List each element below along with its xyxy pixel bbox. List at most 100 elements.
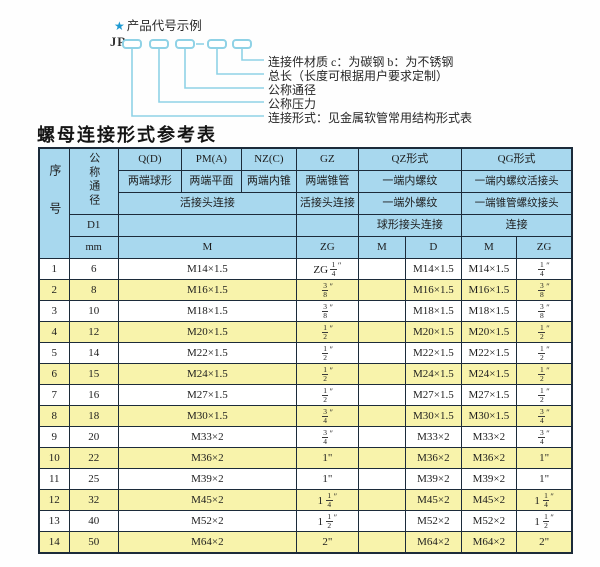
cell-gz-zg: 3 8 ″ [295, 279, 359, 301]
cell-gz-zg: ZG 1 4 ″ [295, 258, 359, 280]
cell-m: M39×2 [117, 468, 297, 490]
diagram-label-pressure: 公称压力 [268, 97, 317, 111]
cell-qg-zg: 3 4 ″ [515, 426, 573, 448]
cell-gz-zg: 2" [295, 531, 359, 554]
cell-m: M18×1.5 [117, 300, 297, 322]
cell-no: 2 [38, 279, 70, 301]
cell-qg-m: M33×2 [460, 426, 517, 448]
cell-qg-zg: 3 4 ″ [515, 405, 573, 427]
table-row: 11 25 M39×2 1" M39×2 M39×2 1" [38, 468, 573, 490]
code-box-5 [232, 39, 252, 49]
header-d1: D1 [68, 214, 119, 237]
diagram-label-material: 连接件材质 c：为碳钢 b：为不锈钢 [268, 55, 454, 69]
header-pm-desc: 两端平面 [180, 170, 242, 193]
cell-qg-m: M36×2 [460, 447, 517, 469]
header-dn: 公称通径 [68, 147, 119, 215]
header-unit: mm [68, 236, 119, 259]
header-qg-desc2: 一端锥管螺纹接头 [460, 192, 573, 215]
cell-qg-zg: 3 8 ″ [515, 279, 573, 301]
cell-qg-zg: 1" [515, 447, 573, 469]
cell-m: M16×1.5 [117, 279, 297, 301]
cell-qz-d: M39×2 [404, 468, 462, 490]
cell-qg-m: M20×1.5 [460, 321, 517, 343]
cell-gz-zg: 1" [295, 447, 359, 469]
cell-qz-m [357, 258, 406, 280]
header-gz: GZ [295, 147, 359, 171]
cell-dn: 50 [68, 531, 119, 554]
cell-no: 9 [38, 426, 70, 448]
cell-qz-d: M20×1.5 [404, 321, 462, 343]
cell-qz-m [357, 300, 406, 322]
nut-connection-table: 序号 公称通径 Q(D) PM(A) NZ(C) GZ QZ形式 QG形式 两端… [38, 147, 574, 554]
cell-gz-zg: 3 8 ″ [295, 300, 359, 322]
cell-qz-m [357, 279, 406, 301]
cell-qg-m: M27×1.5 [460, 384, 517, 406]
cell-no: 14 [38, 531, 70, 554]
cell-qz-m [357, 447, 406, 469]
header-qz-d: D [404, 236, 462, 259]
cell-qz-d: M18×1.5 [404, 300, 462, 322]
diagram-heading: ★ 产品代号示例 [114, 15, 202, 34]
cell-m: M14×1.5 [117, 258, 297, 280]
cell-gz-zg: 1" [295, 468, 359, 490]
table-row: 7 16 M27×1.5 1 2 ″ M27×1.5 M27×1.5 1 2 ″ [38, 384, 573, 406]
code-box-4 [207, 39, 227, 49]
header-qg-m: M [460, 236, 517, 259]
diagram-label-diameter: 公称通径 [268, 83, 317, 97]
table-body: 1 6 M14×1.5 ZG 1 4 ″ M14×1.5 M14×1.5 1 4 ″ 2 8 M16×1.5… [38, 258, 573, 554]
table-row: 2 8 M16×1.5 3 8 ″ M16×1.5 M16×1.5 3 8 ″ [38, 279, 573, 301]
table-row: 14 50 M64×2 2" M64×2 M64×2 2" [38, 531, 573, 554]
cell-no: 10 [38, 447, 70, 469]
cell-dn: 25 [68, 468, 119, 490]
cell-no: 5 [38, 342, 70, 364]
header-empty-left [117, 214, 297, 237]
cell-no: 3 [38, 300, 70, 322]
cell-qz-m [357, 510, 406, 532]
header-qz: QZ形式 [357, 147, 462, 171]
cell-dn: 16 [68, 384, 119, 406]
table-row: 3 10 M18×1.5 3 8 ″ M18×1.5 M18×1.5 3 8 ″ [38, 300, 573, 322]
cell-m: M52×2 [117, 510, 297, 532]
cell-dn: 15 [68, 363, 119, 385]
cell-qg-m: M30×1.5 [460, 405, 517, 427]
cell-gz-zg: 1 2 ″ [295, 384, 359, 406]
header-qz-desc2: 一端外螺纹 [357, 192, 462, 215]
cell-qg-zg: 1 2 ″ [515, 363, 573, 385]
cell-qz-m [357, 321, 406, 343]
cell-dn: 22 [68, 447, 119, 469]
connector-lines [131, 43, 264, 117]
cell-qz-m [357, 531, 406, 554]
cell-no: 4 [38, 321, 70, 343]
code-boxes [122, 39, 252, 49]
cell-no: 12 [38, 489, 70, 511]
cell-qz-m [357, 426, 406, 448]
table-header: 序号 公称通径 Q(D) PM(A) NZ(C) GZ QZ形式 QG形式 两端… [38, 147, 573, 259]
cell-qg-zg: 1 2 ″ [515, 321, 573, 343]
header-gz-desc: 两端锥管 [295, 170, 359, 193]
header-qg-zg: ZG [515, 236, 573, 259]
cell-no: 6 [38, 363, 70, 385]
cell-dn: 18 [68, 405, 119, 427]
header-gz-conn: 活接头连接 [295, 192, 359, 215]
cell-qz-d: M22×1.5 [404, 342, 462, 364]
cell-gz-zg: 1 2 ″ [295, 342, 359, 364]
header-m: M [117, 236, 297, 259]
cell-qz-m [357, 342, 406, 364]
cell-gz-zg: 1 1 4 ″ [295, 489, 359, 511]
cell-qz-d: M24×1.5 [404, 363, 462, 385]
cell-qg-zg: 1 4 ″ [515, 258, 573, 280]
cell-qg-m: M22×1.5 [460, 342, 517, 364]
cell-qz-d: M30×1.5 [404, 405, 462, 427]
table-row: 9 20 M33×2 3 4 ″ M33×2 M33×2 3 4 ″ [38, 426, 573, 448]
page-title: 螺母连接形式参考表 [37, 125, 217, 146]
cell-qz-d: M14×1.5 [404, 258, 462, 280]
cell-m: M27×1.5 [117, 384, 297, 406]
cell-qz-d: M27×1.5 [404, 384, 462, 406]
table-row: 6 15 M24×1.5 1 2 ″ M24×1.5 M24×1.5 1 2 ″ [38, 363, 573, 385]
table-row: 1 6 M14×1.5 ZG 1 4 ″ M14×1.5 M14×1.5 1 4 ″ [38, 258, 573, 280]
cell-qg-m: M64×2 [460, 531, 517, 554]
cell-no: 8 [38, 405, 70, 427]
cell-dn: 12 [68, 321, 119, 343]
header-nz-desc: 两端内锥 [240, 170, 297, 193]
